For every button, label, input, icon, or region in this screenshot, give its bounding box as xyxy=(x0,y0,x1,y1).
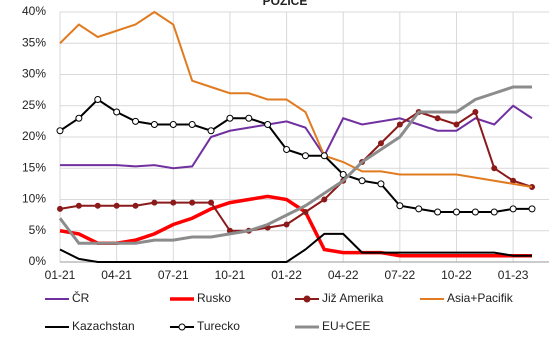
series-marker xyxy=(169,121,177,128)
y-tick-label: 5% xyxy=(29,223,47,237)
series-marker xyxy=(113,202,120,209)
series-marker xyxy=(150,121,158,128)
series-marker xyxy=(113,108,121,116)
series-marker xyxy=(75,202,82,209)
y-tick-label: 0% xyxy=(29,254,47,268)
legend-marker xyxy=(303,295,311,303)
x-tick-label: 04-22 xyxy=(328,268,359,282)
x-tick-label: 07-22 xyxy=(384,268,415,282)
series-marker xyxy=(302,209,309,215)
series-marker xyxy=(132,202,139,209)
series-marker xyxy=(226,114,234,122)
series-marker xyxy=(75,114,83,122)
series-marker xyxy=(301,152,309,160)
series-line xyxy=(58,85,533,245)
series-line xyxy=(59,232,533,263)
series-marker xyxy=(377,140,384,147)
series-marker xyxy=(490,208,498,216)
series-marker xyxy=(320,152,328,160)
y-tick-label: 25% xyxy=(22,98,46,112)
series-marker xyxy=(452,208,460,216)
x-tick-label: 10-21 xyxy=(215,268,246,282)
chart-title: POZICE xyxy=(263,0,308,8)
x-tick-label: 10-22 xyxy=(441,268,472,282)
y-tick-label: 15% xyxy=(22,160,46,174)
series-marker xyxy=(358,177,366,185)
series-line xyxy=(59,110,533,232)
series-marker xyxy=(321,196,328,203)
y-tick-label: 20% xyxy=(22,129,46,143)
series-marker xyxy=(151,199,158,206)
series-marker xyxy=(396,121,403,128)
series-marker xyxy=(208,199,215,206)
series-marker xyxy=(434,208,442,216)
series-marker xyxy=(94,202,101,209)
y-tick-label: 40% xyxy=(22,4,46,18)
y-tick-label: 35% xyxy=(22,35,46,49)
series-marker xyxy=(170,199,177,206)
series-line xyxy=(59,98,533,213)
y-tick-label: 10% xyxy=(22,192,46,206)
x-tick-label: 04-21 xyxy=(101,268,132,282)
x-tick-label: 01-23 xyxy=(498,268,529,282)
series-marker xyxy=(207,127,215,135)
legend-label: EU+CEE xyxy=(322,319,370,333)
legend-label: Rusko xyxy=(197,291,231,305)
series-marker xyxy=(94,96,102,103)
series-marker xyxy=(415,205,423,213)
series-line xyxy=(60,104,533,170)
x-tick-label: 07-21 xyxy=(158,268,189,282)
series-line xyxy=(59,194,533,258)
series-marker xyxy=(396,202,404,210)
legend-label: ČR xyxy=(72,290,90,305)
series-marker xyxy=(57,205,63,212)
series-marker xyxy=(245,114,253,122)
series-marker xyxy=(188,121,196,128)
series-marker xyxy=(510,177,517,184)
series-marker xyxy=(283,221,290,228)
y-tick-label: 30% xyxy=(22,67,46,81)
series-marker xyxy=(471,208,479,216)
series-line xyxy=(59,10,533,188)
series-marker xyxy=(377,180,385,188)
series-marker xyxy=(491,165,498,172)
series-marker xyxy=(528,205,536,213)
legend-label: Turecko xyxy=(197,319,240,333)
series-marker xyxy=(264,121,272,128)
series-marker xyxy=(56,127,64,135)
legend-marker xyxy=(178,323,186,331)
series-marker xyxy=(453,121,460,128)
x-tick-label: 01-22 xyxy=(271,268,302,282)
legend-label: Kazachstan xyxy=(72,319,135,333)
series-marker xyxy=(283,146,291,153)
series-marker xyxy=(339,171,347,178)
series-marker xyxy=(189,199,196,206)
x-tick-label: 01-21 xyxy=(45,268,76,282)
series-marker xyxy=(509,205,517,213)
series-marker xyxy=(132,117,140,125)
legend-label: Již Amerika xyxy=(322,291,384,305)
legend-label: Asia+Pacifik xyxy=(447,291,514,305)
series-marker xyxy=(434,115,441,122)
series-marker xyxy=(472,109,479,115)
